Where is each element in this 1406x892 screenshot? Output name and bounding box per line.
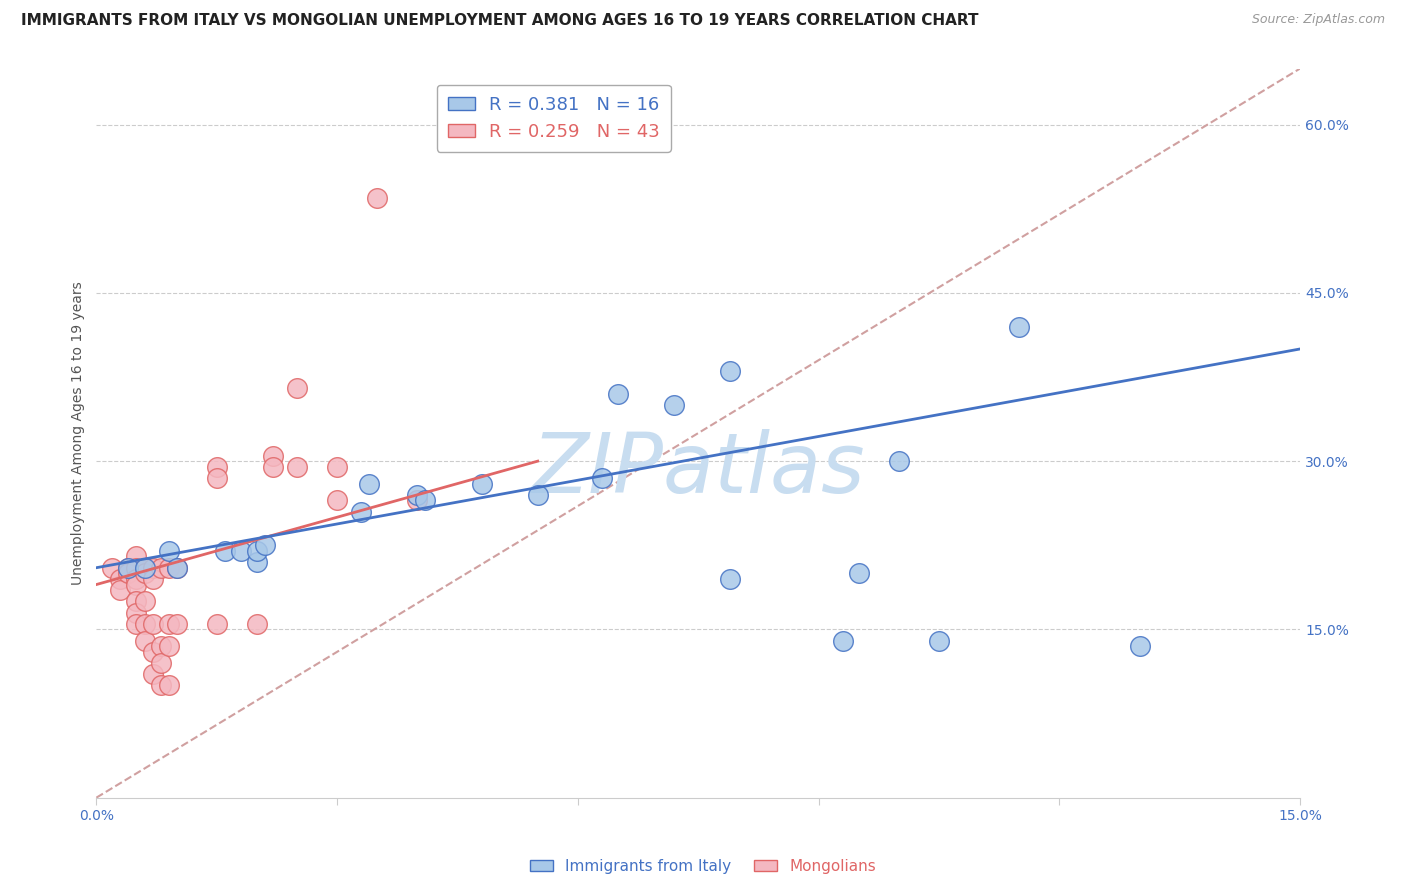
Point bbox=[149, 656, 172, 670]
Y-axis label: Unemployment Among Ages 16 to 19 years: Unemployment Among Ages 16 to 19 years bbox=[72, 281, 86, 585]
Point bbox=[262, 449, 284, 463]
Text: Source: ZipAtlas.com: Source: ZipAtlas.com bbox=[1251, 13, 1385, 27]
Point bbox=[205, 616, 228, 631]
Point bbox=[149, 639, 172, 653]
Point bbox=[134, 560, 156, 574]
Point bbox=[285, 381, 308, 395]
Point bbox=[662, 398, 685, 412]
Point bbox=[117, 560, 139, 574]
Point bbox=[134, 616, 156, 631]
Point bbox=[887, 454, 910, 468]
Point bbox=[110, 583, 132, 598]
Point bbox=[157, 616, 180, 631]
Point bbox=[134, 560, 156, 574]
Point bbox=[591, 471, 613, 485]
Point bbox=[149, 678, 172, 692]
Point bbox=[117, 566, 139, 581]
Point bbox=[134, 566, 156, 581]
Point bbox=[928, 633, 950, 648]
Point bbox=[718, 572, 741, 586]
Point bbox=[141, 616, 163, 631]
Point bbox=[125, 572, 148, 586]
Point bbox=[470, 476, 492, 491]
Point bbox=[205, 471, 228, 485]
Point bbox=[246, 616, 269, 631]
Point bbox=[101, 560, 124, 574]
Point bbox=[125, 560, 148, 574]
Point bbox=[848, 566, 870, 581]
Point bbox=[125, 594, 148, 608]
Point bbox=[134, 594, 156, 608]
Text: IMMIGRANTS FROM ITALY VS MONGOLIAN UNEMPLOYMENT AMONG AGES 16 TO 19 YEARS CORREL: IMMIGRANTS FROM ITALY VS MONGOLIAN UNEMP… bbox=[21, 13, 979, 29]
Point bbox=[406, 493, 429, 508]
Point bbox=[157, 560, 180, 574]
Point bbox=[253, 538, 276, 552]
Point bbox=[359, 476, 381, 491]
Point bbox=[125, 577, 148, 591]
Point bbox=[350, 505, 373, 519]
Point bbox=[141, 645, 163, 659]
Point bbox=[229, 544, 252, 558]
Point bbox=[214, 544, 236, 558]
Point bbox=[246, 544, 269, 558]
Point bbox=[326, 493, 349, 508]
Point bbox=[285, 459, 308, 474]
Point bbox=[125, 606, 148, 620]
Point bbox=[157, 544, 180, 558]
Point bbox=[125, 616, 148, 631]
Point bbox=[157, 678, 180, 692]
Point bbox=[831, 633, 853, 648]
Point bbox=[157, 639, 180, 653]
Point bbox=[415, 493, 437, 508]
Legend: R = 0.381   N = 16, R = 0.259   N = 43: R = 0.381 N = 16, R = 0.259 N = 43 bbox=[437, 85, 671, 152]
Point bbox=[246, 555, 269, 569]
Point bbox=[117, 560, 139, 574]
Point bbox=[205, 459, 228, 474]
Point bbox=[134, 633, 156, 648]
Point bbox=[366, 190, 388, 204]
Point bbox=[1008, 319, 1031, 334]
Point bbox=[526, 488, 548, 502]
Point bbox=[141, 560, 163, 574]
Point bbox=[406, 488, 429, 502]
Point bbox=[718, 364, 741, 378]
Point bbox=[607, 387, 630, 401]
Point bbox=[166, 616, 188, 631]
Point bbox=[166, 560, 188, 574]
Point bbox=[262, 459, 284, 474]
Point bbox=[326, 459, 349, 474]
Point bbox=[149, 560, 172, 574]
Point bbox=[141, 667, 163, 681]
Legend: Immigrants from Italy, Mongolians: Immigrants from Italy, Mongolians bbox=[524, 853, 882, 880]
Text: ZIPatlas: ZIPatlas bbox=[531, 429, 865, 510]
Point bbox=[166, 560, 188, 574]
Point bbox=[110, 572, 132, 586]
Point bbox=[125, 549, 148, 564]
Point bbox=[141, 572, 163, 586]
Point bbox=[1129, 639, 1152, 653]
